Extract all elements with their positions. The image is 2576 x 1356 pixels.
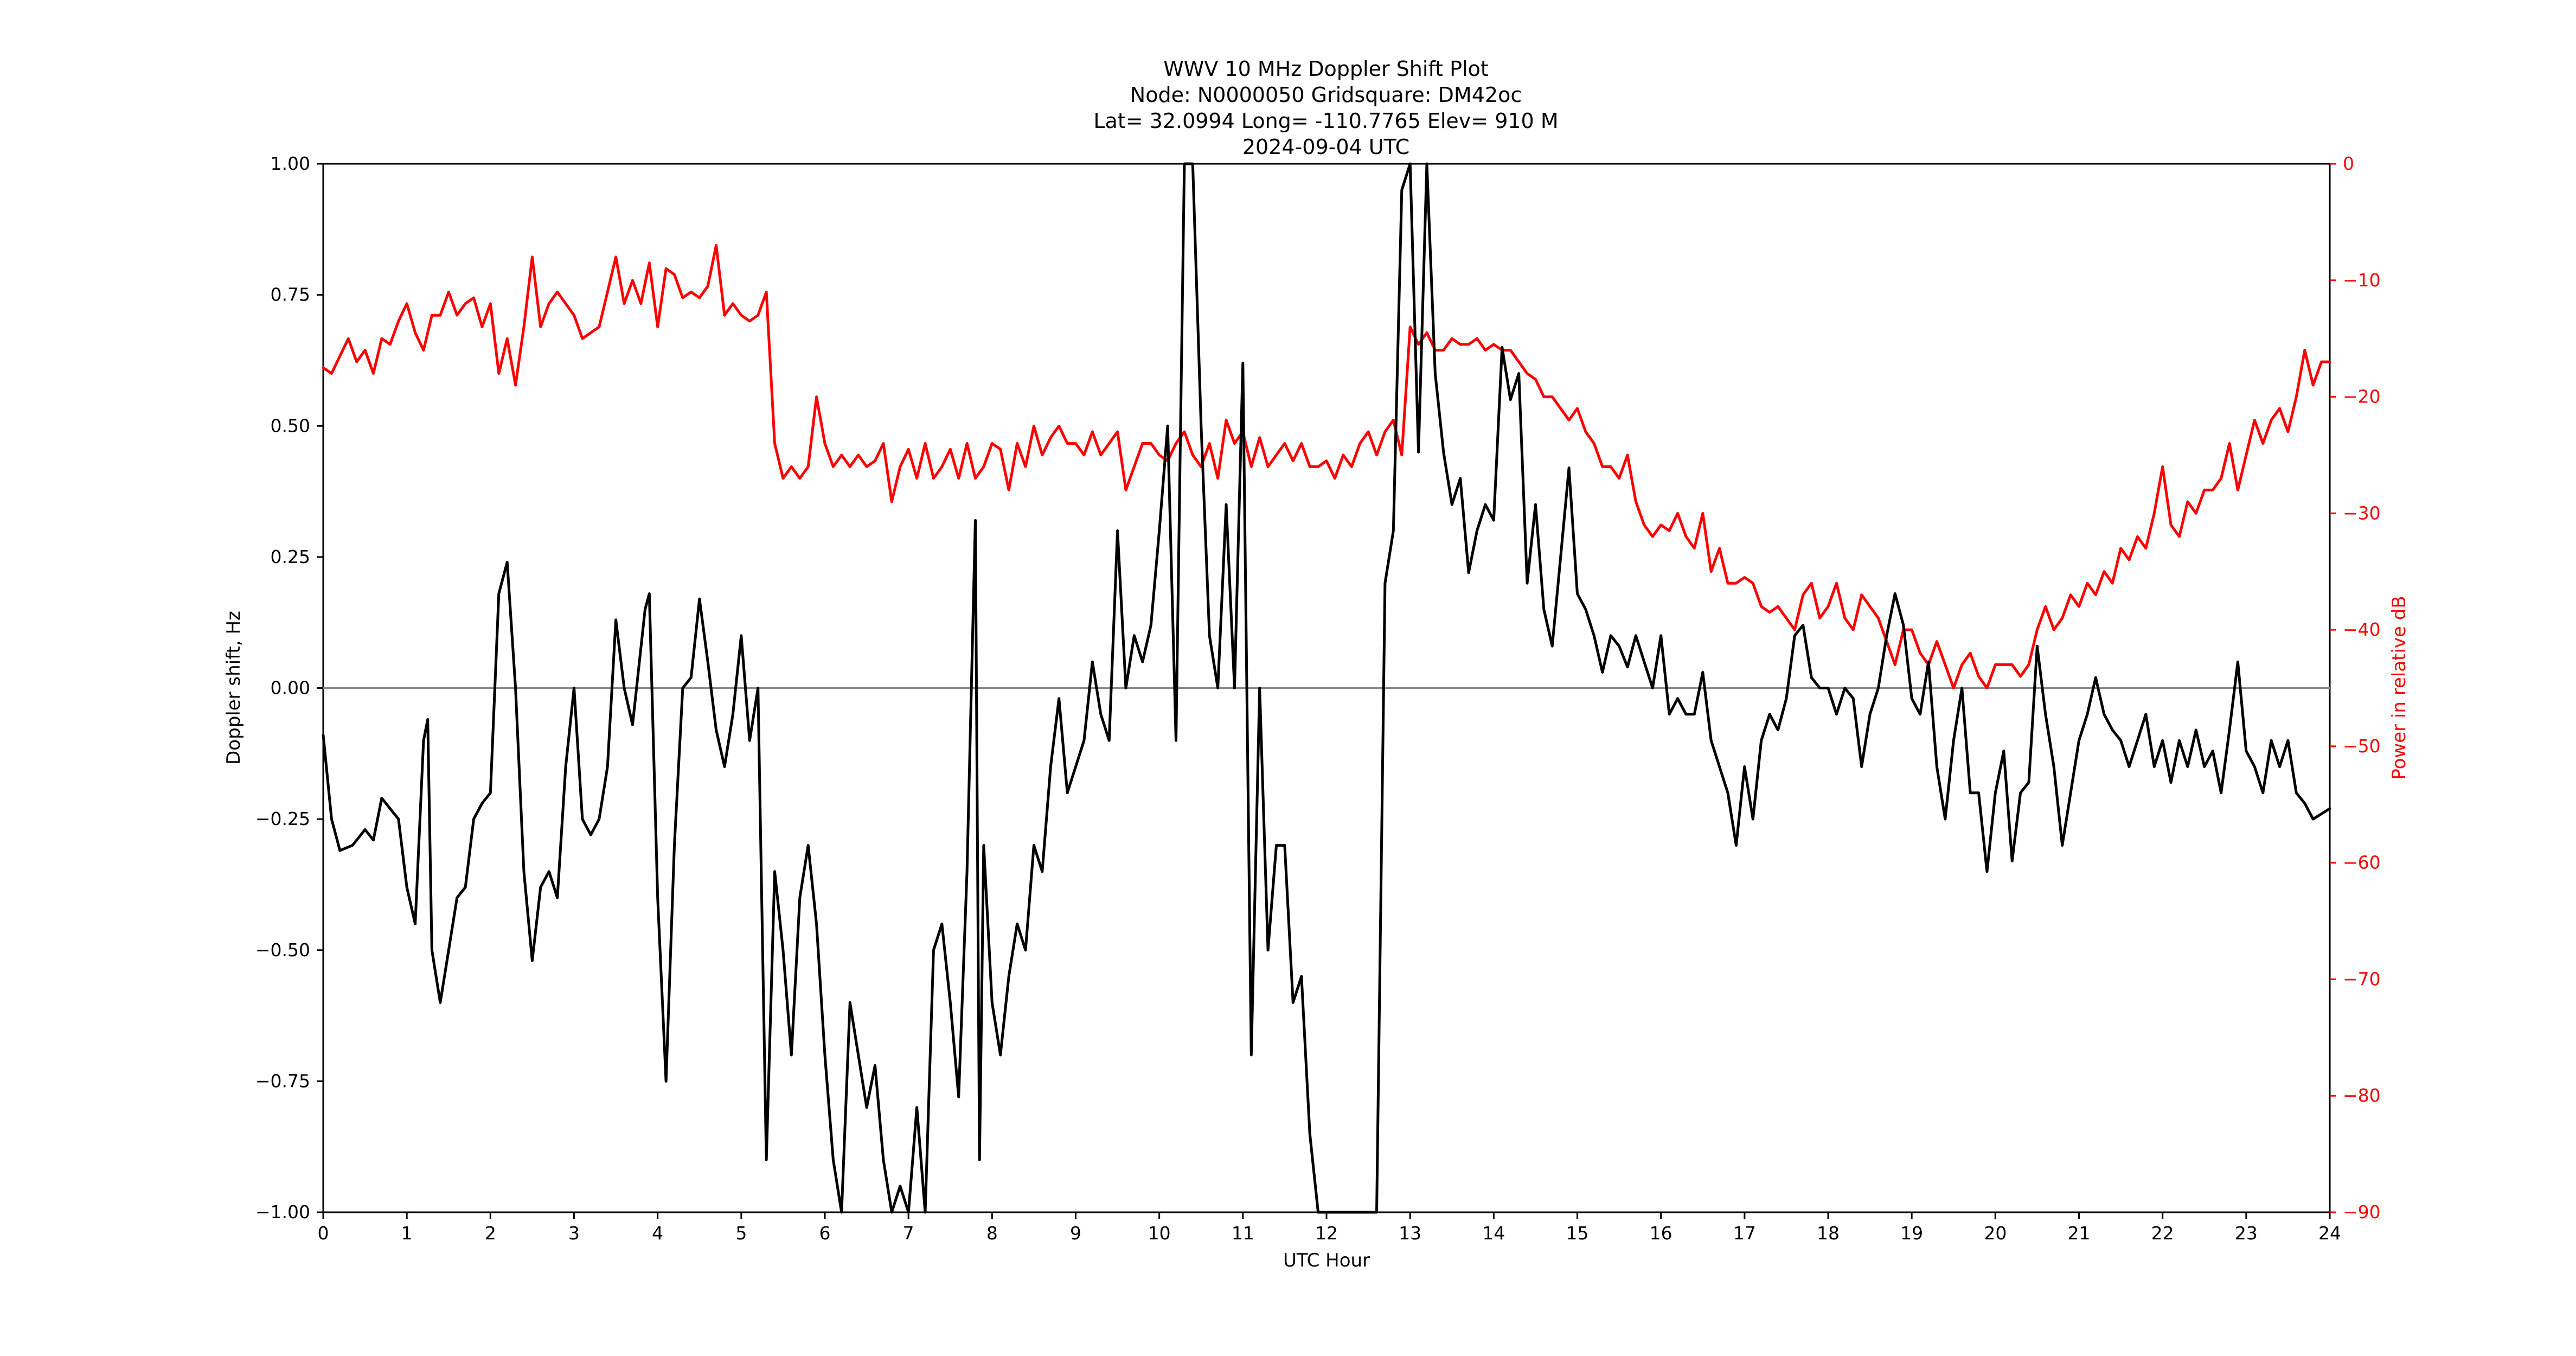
x-tick-label: 22	[2151, 1223, 2174, 1244]
x-tick-label: 24	[2318, 1223, 2341, 1244]
y2-axis-label: Power in relative dB	[2388, 596, 2410, 779]
y2-tick-label: −10	[2343, 270, 2381, 291]
y2-axis-ticks: 0 −10 −20 −30 −40 −50 −60 −70 −80 −90	[2330, 153, 2381, 1223]
x-tick-label: 18	[1817, 1223, 1840, 1244]
title-line-4: 2024-09-04 UTC	[1242, 135, 1409, 159]
x-tick-label: 6	[819, 1223, 831, 1244]
y-axis-label: Doppler shift, Hz	[223, 611, 245, 765]
x-tick-label: 19	[1900, 1223, 1923, 1244]
title-line-1: WWV 10 MHz Doppler Shift Plot	[1163, 57, 1489, 81]
y-tick-label: −0.50	[255, 939, 310, 961]
x-tick-label: 0	[318, 1223, 329, 1244]
series-group	[322, 162, 2331, 1214]
y-tick-label: −0.25	[255, 808, 310, 829]
x-tick-label: 13	[1399, 1223, 1421, 1244]
x-tick-label: 4	[652, 1223, 663, 1244]
x-tick-label: 8	[986, 1223, 998, 1244]
x-tick-label: 17	[1733, 1223, 1756, 1244]
x-tick-label: 14	[1482, 1223, 1505, 1244]
x-axis-label: UTC Hour	[1283, 1250, 1370, 1271]
x-tick-label: 5	[735, 1223, 747, 1244]
x-tick-label: 23	[2235, 1223, 2258, 1244]
y-tick-label: 0.25	[271, 546, 310, 567]
y-tick-label: 1.00	[271, 153, 310, 174]
y-tick-label: −1.00	[255, 1201, 310, 1223]
y2-tick-label: −80	[2343, 1085, 2381, 1106]
x-tick-label: 21	[2068, 1223, 2091, 1244]
y2-tick-label: −40	[2343, 619, 2381, 640]
x-tick-label: 20	[1984, 1223, 2007, 1244]
x-tick-label: 3	[568, 1223, 580, 1244]
title-line-2: Node: N0000050 Gridsquare: DM42oc	[1130, 83, 1522, 107]
y-tick-label: 0.50	[271, 415, 310, 436]
x-tick-label: 16	[1650, 1223, 1673, 1244]
x-tick-label: 9	[1070, 1223, 1081, 1244]
y2-tick-label: −90	[2343, 1201, 2381, 1223]
x-tick-label: 12	[1315, 1223, 1338, 1244]
y-tick-label: 0.75	[271, 284, 310, 305]
y-axis-ticks: −1.00 −0.75 −0.50 −0.25 0.00 0.25 0.50 0.75 1.00	[255, 153, 323, 1223]
y-tick-label: −0.75	[255, 1070, 310, 1091]
y2-tick-label: −70	[2343, 968, 2381, 989]
power-series-line	[322, 244, 2331, 689]
y2-tick-label: −30	[2343, 502, 2381, 523]
x-tick-label: 7	[903, 1223, 914, 1244]
y2-tick-label: 0	[2343, 153, 2354, 174]
x-tick-label: 11	[1232, 1223, 1254, 1244]
y-tick-label: 0.00	[271, 677, 310, 699]
y2-tick-label: −20	[2343, 386, 2381, 407]
y2-tick-label: −50	[2343, 735, 2381, 757]
x-tick-label: 10	[1148, 1223, 1171, 1244]
x-tick-label: 15	[1566, 1223, 1589, 1244]
x-tick-label: 2	[485, 1223, 496, 1244]
y2-tick-label: −60	[2343, 852, 2381, 873]
title-line-3: Lat= 32.0994 Long= -110.7765 Elev= 910 M	[1093, 109, 1558, 133]
chart-title: WWV 10 MHz Doppler Shift Plot Node: N000…	[1093, 57, 1558, 159]
doppler-series-line	[322, 162, 2331, 1214]
x-tick-label: 1	[401, 1223, 413, 1244]
x-axis-ticks: 0 1 2 3 4 5 6 7 8 9 10 11 12 13 14 15 16 17 18 19 20 21 22 23 24	[318, 1212, 2341, 1244]
